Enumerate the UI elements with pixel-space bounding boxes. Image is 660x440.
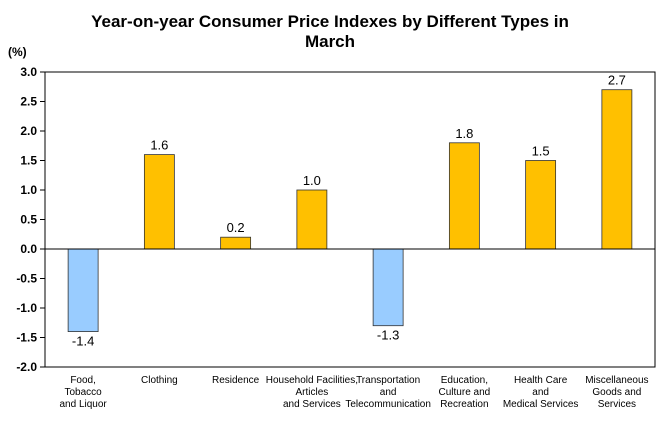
data-label: 0.2 <box>227 220 245 235</box>
data-label: -1.3 <box>377 328 399 343</box>
data-label: 1.5 <box>532 144 550 159</box>
chart-title-line-2: March <box>304 32 356 51</box>
category-label: Food, Tobacco and Liquor <box>59 375 107 410</box>
y-tick-label: -2.0 <box>16 360 37 374</box>
data-label: 1.0 <box>303 173 321 188</box>
bar <box>372 248 404 327</box>
data-label: -1.4 <box>72 334 94 349</box>
data-labels: -1.4 1.6 0.2 1.0 -1.3 1.8 1.5 2.7 <box>72 73 626 349</box>
y-tick-label: 1.5 <box>20 154 37 168</box>
bar <box>296 189 328 250</box>
bar <box>525 160 557 250</box>
y-tick-label: 0.5 <box>20 213 37 227</box>
data-label: 1.8 <box>455 126 473 141</box>
y-tick-label: -1.0 <box>16 301 37 315</box>
y-axis: 3.0 2.5 2.0 1.5 1.0 0.5 0.0 -0.5 -1.0 -1.5 -2.0 <box>16 65 45 374</box>
bar <box>601 89 633 250</box>
chart-title: Year-on-year Consumer Price Indexes by D… <box>0 12 660 52</box>
y-tick-label: 2.0 <box>20 124 37 138</box>
category-label: Household Facilities, Articles and Service… <box>266 375 358 410</box>
bar <box>67 248 99 332</box>
chart-title-line-1: Year-on-year Consumer Price Indexes by D… <box>91 12 569 31</box>
y-tick-label: 1.0 <box>20 183 37 197</box>
bar <box>220 236 252 250</box>
bar <box>143 154 175 250</box>
y-tick-label: -1.5 <box>16 331 37 345</box>
category-labels: Food, Tobacco and Liquor Clothing Residence H… <box>59 375 648 410</box>
category-label: Clothing <box>141 375 178 386</box>
category-label: Miscellaneous Goods and Services <box>585 375 648 410</box>
category-label: Education, Culture and Recreation <box>439 375 491 410</box>
y-tick-label: 3.0 <box>20 65 37 79</box>
y-tick-label: -0.5 <box>16 272 37 286</box>
plot-area <box>44 71 656 368</box>
data-label: 1.6 <box>150 138 168 153</box>
bars <box>67 89 633 332</box>
category-label: Residence <box>212 375 260 386</box>
bar <box>448 142 480 250</box>
data-label: 2.7 <box>608 73 626 88</box>
category-label: Health Care and Medical Services <box>503 375 579 410</box>
y-tick-label: 0.0 <box>20 242 37 256</box>
y-axis-unit-label: (%) <box>8 45 27 59</box>
y-tick-label: 2.5 <box>20 95 37 109</box>
category-label: Transportation and Telecommunication <box>345 375 431 410</box>
